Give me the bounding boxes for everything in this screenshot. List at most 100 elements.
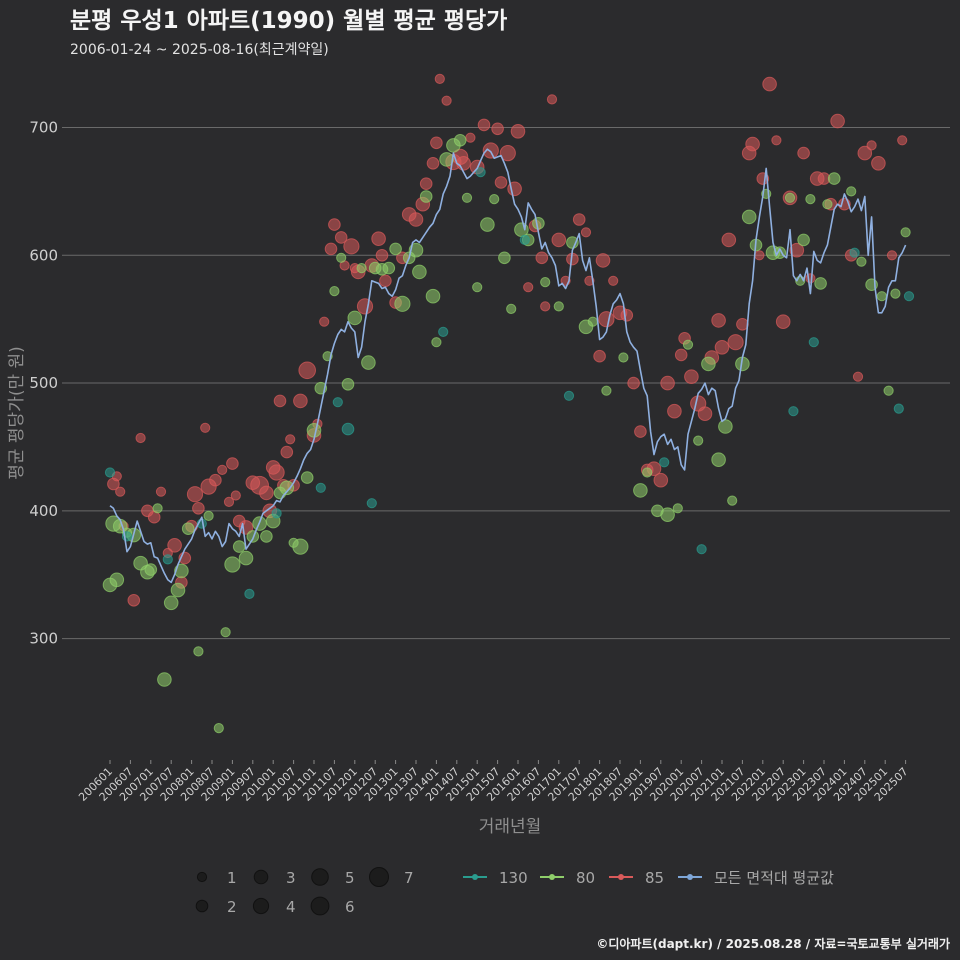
- data-point-80: [232, 540, 246, 553]
- data-point-85: [523, 282, 534, 293]
- data-point-80: [701, 356, 716, 372]
- data-point-85: [546, 94, 558, 105]
- legend-size-swatch: [253, 869, 269, 885]
- data-point-85: [775, 314, 791, 330]
- data-point-85: [491, 122, 504, 136]
- data-point-80: [672, 503, 683, 514]
- data-point-130: [788, 406, 799, 417]
- data-point-80: [412, 264, 427, 280]
- data-point-80: [193, 646, 204, 657]
- data-point-80: [540, 277, 551, 288]
- data-point-130: [438, 326, 449, 337]
- data-point-130: [244, 588, 255, 600]
- legend-size-label: 5: [345, 869, 355, 887]
- data-point-85: [268, 464, 285, 481]
- data-point-80: [425, 288, 441, 304]
- data-point-80: [856, 256, 867, 267]
- legend-color-label: 80: [576, 869, 595, 887]
- y-tick-label: 600: [29, 246, 58, 264]
- data-point-80: [163, 595, 179, 611]
- data-point-85: [653, 472, 669, 488]
- data-point-85: [482, 142, 499, 159]
- data-point-85: [551, 232, 567, 248]
- data-point-80: [461, 192, 473, 203]
- data-point-85: [797, 146, 810, 160]
- data-point-80: [846, 186, 857, 197]
- legend-size-label: 2: [227, 898, 237, 916]
- data-point-85: [540, 301, 551, 312]
- average-line-layer: [109, 148, 907, 584]
- legend-color-label: 130: [499, 869, 528, 887]
- legend-color-dot: [472, 874, 478, 880]
- legend-size-label: 7: [404, 869, 414, 887]
- data-point-85: [285, 434, 296, 445]
- data-point-85: [595, 253, 611, 268]
- data-point-80: [618, 352, 629, 363]
- data-point-80: [480, 217, 495, 232]
- data-point-85: [200, 422, 211, 433]
- data-point-130: [104, 467, 116, 478]
- y-tick-label: 700: [29, 119, 58, 137]
- data-point-80: [300, 471, 314, 484]
- data-point-80: [174, 563, 189, 579]
- legend-size-swatch: [369, 867, 389, 887]
- data-point-80: [660, 507, 675, 523]
- data-point-80: [109, 572, 125, 588]
- legend-size-label: 3: [286, 869, 296, 887]
- data-point-80: [246, 530, 260, 543]
- data-point-80: [329, 286, 340, 297]
- legend-size-swatch: [252, 897, 270, 915]
- data-point-80: [553, 301, 564, 312]
- data-point-130: [903, 291, 915, 302]
- data-point-85: [135, 432, 146, 444]
- data-point-130: [808, 337, 819, 348]
- data-point-80: [336, 252, 347, 263]
- data-point-80: [306, 423, 322, 438]
- data-point-80: [260, 530, 273, 543]
- data-point-130: [519, 234, 530, 245]
- data-point-85: [356, 298, 374, 315]
- data-point-80: [506, 303, 517, 314]
- data-point-80: [224, 556, 241, 573]
- data-point-130: [849, 247, 860, 258]
- data-point-85: [324, 242, 338, 256]
- data-point-80: [389, 242, 402, 256]
- data-point-130: [696, 544, 707, 555]
- data-point-85: [319, 316, 330, 327]
- data-point-130: [271, 508, 282, 519]
- data-point-80: [181, 522, 195, 536]
- chart-subtitle: 2006-01-24 ~ 2025-08-16(최근계약일): [70, 42, 329, 58]
- data-point-85: [379, 274, 392, 288]
- legend-color-dot: [618, 874, 624, 880]
- data-point-85: [371, 231, 386, 246]
- legend-size-swatch: [195, 899, 209, 913]
- average-line: [109, 148, 907, 584]
- data-point-80: [453, 134, 467, 147]
- data-point-85: [572, 213, 586, 226]
- data-point-85: [273, 394, 287, 408]
- legend-size-swatch: [310, 896, 330, 916]
- data-point-80: [532, 217, 545, 230]
- chart-title: 분평 우성1 아파트(1990) 월별 평균 평당가: [70, 8, 507, 34]
- data-point-80: [489, 194, 500, 205]
- data-point-80: [876, 291, 887, 302]
- legend-color-label: 85: [645, 869, 664, 887]
- data-point-130: [162, 554, 173, 565]
- data-point-80: [439, 152, 454, 167]
- y-gridlines: [62, 127, 950, 640]
- y-tick-label: 400: [29, 502, 58, 520]
- data-point-80: [682, 339, 694, 350]
- data-point-80: [341, 378, 355, 391]
- data-point-130: [659, 457, 670, 468]
- data-point-85: [711, 313, 726, 328]
- data-point-80: [220, 627, 231, 638]
- data-point-80: [814, 277, 827, 290]
- data-point-85: [408, 212, 424, 227]
- data-point-85: [627, 376, 640, 390]
- data-point-85: [127, 594, 141, 607]
- data-point-85: [871, 156, 886, 171]
- data-point-80: [292, 538, 309, 555]
- data-point-80: [822, 199, 833, 210]
